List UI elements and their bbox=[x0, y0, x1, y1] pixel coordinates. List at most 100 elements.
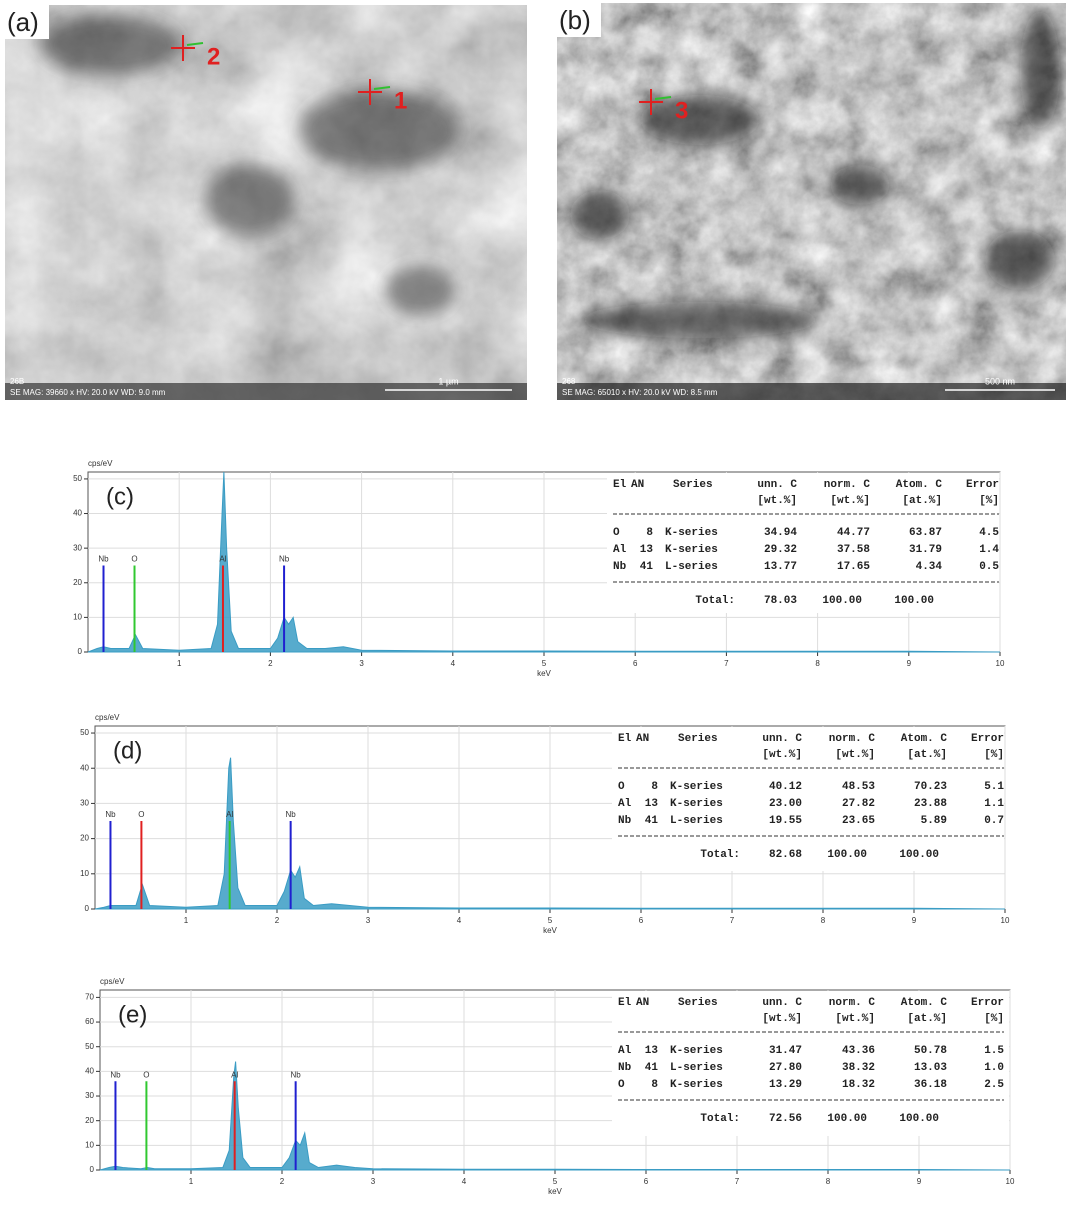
table-unit: [wt.%] bbox=[835, 749, 875, 761]
table-header: El bbox=[618, 997, 632, 1009]
x-tick-label: 5 bbox=[548, 916, 553, 925]
table-cell: Nb bbox=[618, 1062, 632, 1074]
table-total: 100.00 bbox=[899, 849, 939, 861]
panel-label: (a) bbox=[7, 7, 39, 37]
x-tick-label: 6 bbox=[644, 1177, 649, 1186]
table-header: AN bbox=[636, 733, 649, 745]
table-cell: L-series bbox=[670, 815, 723, 827]
x-tick-label: 8 bbox=[815, 659, 820, 668]
table-total-label: Total: bbox=[700, 1113, 740, 1125]
table-cell: 0.7 bbox=[984, 815, 1004, 827]
table-header: El bbox=[618, 733, 632, 745]
y-tick-label: 40 bbox=[85, 1066, 94, 1075]
sem-image-a bbox=[5, 5, 527, 400]
element-label: Nb bbox=[286, 810, 297, 819]
x-tick-label: 2 bbox=[280, 1177, 285, 1186]
scale-label: 500 nm bbox=[985, 376, 1015, 386]
table-cell: 1.1 bbox=[984, 798, 1004, 810]
table-cell: L-series bbox=[670, 1062, 723, 1074]
point-label: 2 bbox=[207, 43, 220, 70]
table-cell: 0.5 bbox=[979, 561, 999, 573]
panel-label: (e) bbox=[118, 1001, 147, 1028]
table-total: 100.00 bbox=[827, 1113, 867, 1125]
y-tick-label: 10 bbox=[73, 612, 82, 621]
x-tick-label: 1 bbox=[184, 916, 189, 925]
x-tick-label: 4 bbox=[462, 1177, 467, 1186]
table-cell: O bbox=[618, 781, 625, 793]
table-cell: Al bbox=[618, 1045, 632, 1057]
table-cell: K-series bbox=[665, 544, 718, 556]
x-tick-label: 9 bbox=[917, 1177, 922, 1186]
spectrum bbox=[99, 1061, 1011, 1171]
y-tick-label: 40 bbox=[73, 509, 82, 518]
x-tick-label: 3 bbox=[371, 1177, 376, 1186]
y-tick-label: 50 bbox=[85, 1042, 94, 1051]
element-label: Nb bbox=[105, 810, 116, 819]
x-tick-label: 10 bbox=[1001, 916, 1010, 925]
y-tick-label: 50 bbox=[80, 728, 89, 737]
table-header: Series bbox=[673, 479, 713, 491]
table-cell: 1.0 bbox=[984, 1062, 1004, 1074]
table-cell: Al bbox=[613, 544, 627, 556]
element-label: Nb bbox=[279, 555, 290, 564]
table-cell: K-series bbox=[670, 781, 723, 793]
table-cell: 1.4 bbox=[979, 544, 999, 556]
table-cell: 29.32 bbox=[764, 544, 797, 556]
element-label: O bbox=[131, 555, 137, 564]
table-cell: 41 bbox=[640, 561, 654, 573]
table-cell: 38.32 bbox=[842, 1062, 875, 1074]
x-tick-label: 9 bbox=[912, 916, 917, 925]
table-total-label: Total: bbox=[700, 849, 740, 861]
spectrum-chart: 0 10 20 30 40 50 60 70 1 2 3 4 5 6 7 8 9 10 cps/eV keV Nb O Al… bbox=[85, 977, 1015, 1196]
panel-label-bg bbox=[5, 5, 49, 39]
table-total: 100.00 bbox=[827, 849, 867, 861]
table-cell: 23.88 bbox=[914, 798, 947, 810]
table-cell: 8 bbox=[646, 527, 653, 539]
table-header: norm. C bbox=[829, 997, 876, 1009]
table-cell: 63.87 bbox=[909, 527, 942, 539]
table-cell: Nb bbox=[618, 815, 632, 827]
y-axis-label: cps/eV bbox=[88, 459, 113, 468]
table-cell: 43.36 bbox=[842, 1045, 875, 1057]
x-tick-label: 1 bbox=[177, 659, 182, 668]
table-cell: 48.53 bbox=[842, 781, 875, 793]
x-tick-label: 8 bbox=[826, 1177, 831, 1186]
table-cell: 23.00 bbox=[769, 798, 802, 810]
x-axis-label: keV bbox=[537, 669, 551, 678]
y-tick-label: 20 bbox=[80, 834, 89, 843]
table-cell: 40.12 bbox=[769, 781, 802, 793]
table-header: unn. C bbox=[757, 479, 797, 491]
table-cell: Al bbox=[618, 798, 632, 810]
table-cell: 50.78 bbox=[914, 1045, 947, 1057]
x-tick-label: 4 bbox=[451, 659, 456, 668]
scale-label: 1 µm bbox=[438, 376, 458, 386]
probe-mark bbox=[186, 42, 204, 46]
y-tick-label: 20 bbox=[73, 578, 82, 587]
table-header: El bbox=[613, 479, 627, 491]
table-cell: 44.77 bbox=[837, 527, 870, 539]
table-unit: [at.%] bbox=[907, 1013, 947, 1025]
table-cell: K-series bbox=[665, 527, 718, 539]
x-tick-label: 2 bbox=[268, 659, 273, 668]
image-info: SE MAG: 65010 x HV: 20.0 kV WD: 8.5 mm bbox=[562, 388, 718, 397]
y-tick-label: 60 bbox=[85, 1017, 94, 1026]
table-bg bbox=[607, 473, 999, 613]
element-label: Al bbox=[231, 1070, 238, 1079]
table-cell: 1.5 bbox=[984, 1045, 1004, 1057]
table-cell: 41 bbox=[645, 815, 659, 827]
table-cell: 31.47 bbox=[769, 1045, 802, 1057]
y-tick-label: 40 bbox=[80, 763, 89, 772]
table-cell: 27.82 bbox=[842, 798, 875, 810]
point-label: 1 bbox=[394, 87, 407, 114]
element-label: Al bbox=[226, 810, 233, 819]
table-header: Series bbox=[678, 997, 718, 1009]
table-unit: [wt.%] bbox=[757, 495, 797, 507]
table-header: AN bbox=[636, 997, 649, 1009]
table-total: 100.00 bbox=[894, 595, 934, 607]
x-tick-label: 7 bbox=[730, 916, 735, 925]
table-header: unn. C bbox=[762, 733, 802, 745]
table-header: Error bbox=[971, 997, 1004, 1009]
table-cell: 13 bbox=[645, 1045, 659, 1057]
